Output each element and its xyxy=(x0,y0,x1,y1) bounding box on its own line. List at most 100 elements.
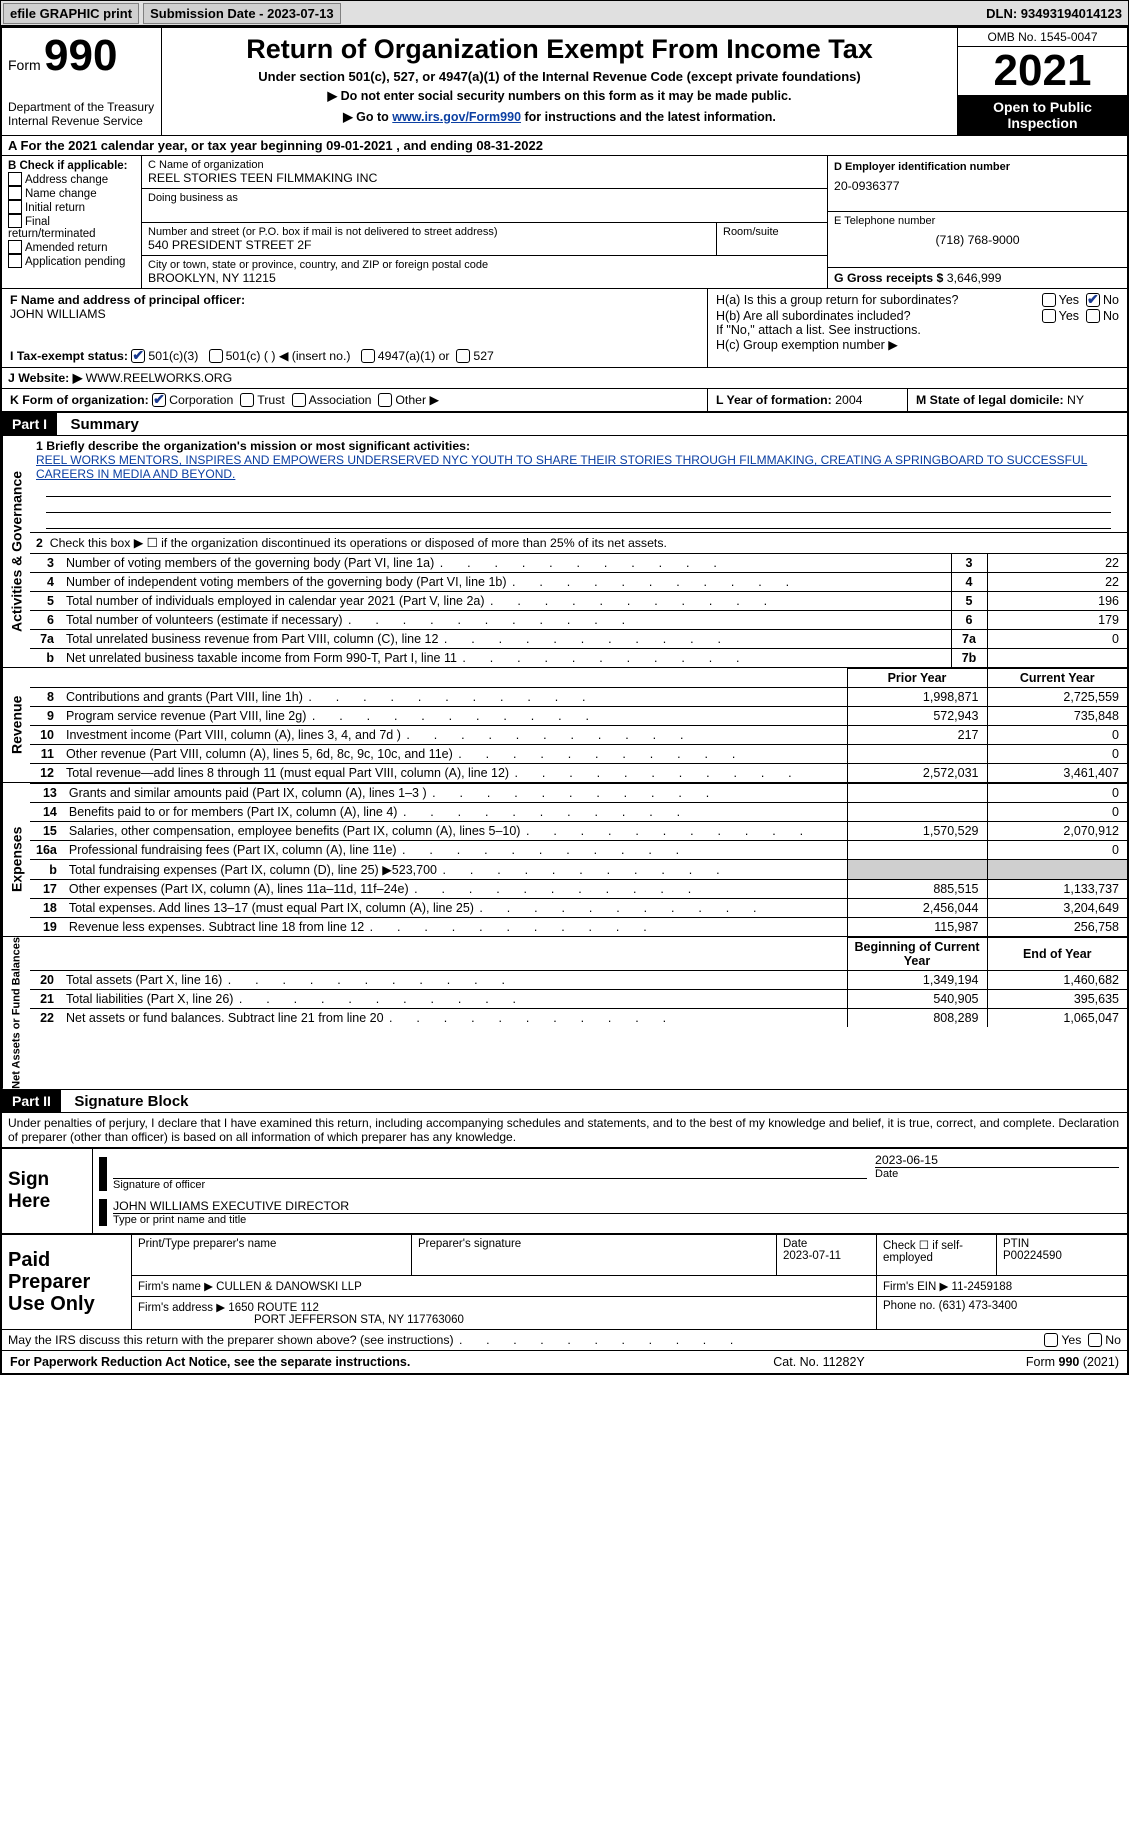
officer-name: JOHN WILLIAMS xyxy=(10,307,699,321)
street-value: 540 PRESIDENT STREET 2F xyxy=(148,238,710,252)
checkbox-icon[interactable] xyxy=(8,200,22,214)
lbl-527: 527 xyxy=(473,349,494,363)
firm-phone-label: Phone no. xyxy=(883,1300,935,1312)
firm-addr1: 1650 ROUTE 112 xyxy=(228,1302,319,1314)
ein-cell: D Employer identification number 20-0936… xyxy=(828,156,1127,212)
col-prior-year: Prior Year xyxy=(847,669,987,688)
section-a: A For the 2021 calendar year, or tax yea… xyxy=(2,136,1127,156)
omb-number: OMB No. 1545-0047 xyxy=(958,28,1127,47)
checkbox-icon[interactable] xyxy=(8,254,22,268)
irs-link[interactable]: www.irs.gov/Form990 xyxy=(392,110,521,124)
ein-label: D Employer identification number xyxy=(834,161,1010,173)
chk-other[interactable] xyxy=(378,393,392,407)
ha-yes[interactable] xyxy=(1042,293,1056,307)
lbl-501c3: 501(c)(3) xyxy=(148,349,198,363)
row-k: K Form of organization: Corporation Trus… xyxy=(2,389,1127,412)
form-title: Return of Organization Exempt From Incom… xyxy=(170,34,949,65)
org-name-cell: C Name of organization REEL STORIES TEEN… xyxy=(142,156,827,189)
table-row: 21Total liabilities (Part X, line 26)540… xyxy=(30,990,1127,1009)
colb-item: Name change xyxy=(8,186,135,200)
city-label: City or town, state or province, country… xyxy=(148,259,821,271)
prep-date: 2023-07-11 xyxy=(783,1250,870,1262)
chk-501c[interactable] xyxy=(209,349,223,363)
sig-date: 2023-06-15 xyxy=(875,1153,1119,1168)
table-row: 17Other expenses (Part IX, column (A), l… xyxy=(30,880,1127,899)
website-row: J Website: ▶ WWW.REELWORKS.ORG xyxy=(2,368,1127,389)
form-header: Form 990 Department of the Treasury Inte… xyxy=(2,28,1127,136)
table-row: 7aTotal unrelated business revenue from … xyxy=(30,630,1127,649)
part2-title: Signature Block xyxy=(64,1093,188,1110)
hb-yes[interactable] xyxy=(1042,309,1056,323)
paid-preparer-label: Paid Preparer Use Only xyxy=(2,1235,132,1329)
table-row: 13Grants and similar amounts paid (Part … xyxy=(30,784,1127,803)
colb-item: Amended return xyxy=(8,240,135,254)
chk-corp[interactable] xyxy=(152,393,166,407)
website-label: J Website: ▶ xyxy=(8,371,82,385)
firm-phone: (631) 473-3400 xyxy=(939,1300,1018,1312)
table-row: 10Investment income (Part VIII, column (… xyxy=(30,726,1127,745)
city-cell: City or town, state or province, country… xyxy=(142,256,827,288)
hb-note: If "No," attach a list. See instructions… xyxy=(716,323,1119,337)
chk-trust[interactable] xyxy=(240,393,254,407)
firm-name-label: Firm's name ▶ xyxy=(138,1281,213,1293)
chk-assoc[interactable] xyxy=(292,393,306,407)
sign-section: Sign Here Signature of officer 2023-06-1… xyxy=(2,1147,1127,1233)
checkbox-icon[interactable] xyxy=(8,240,22,254)
mission-block: 1 Briefly describe the organization's mi… xyxy=(30,436,1127,532)
table-row: 22Net assets or fund balances. Subtract … xyxy=(30,1009,1127,1028)
col-c: C Name of organization REEL STORIES TEEN… xyxy=(142,156,827,288)
colb-item: Final return/terminated xyxy=(8,214,135,240)
m-label: M State of legal domicile: xyxy=(916,393,1064,407)
ein-value: 20-0936377 xyxy=(834,179,1121,193)
table-row: 8Contributions and grants (Part VIII, li… xyxy=(30,688,1127,707)
table-row: 4Number of independent voting members of… xyxy=(30,573,1127,592)
checkbox-icon[interactable] xyxy=(8,214,22,228)
title-block: Return of Organization Exempt From Incom… xyxy=(162,28,957,135)
discuss-no[interactable] xyxy=(1088,1333,1102,1347)
table-row: 16aProfessional fundraising fees (Part I… xyxy=(30,841,1127,860)
expenses-section: Expenses 13Grants and similar amounts pa… xyxy=(2,782,1127,936)
efile-print-button[interactable]: efile GRAPHIC print xyxy=(3,3,139,24)
lbl-4947: 4947(a)(1) or xyxy=(378,349,450,363)
firm-name: CULLEN & DANOWSKI LLP xyxy=(216,1281,362,1293)
checkbox-icon[interactable] xyxy=(8,186,22,200)
prep-date-label: Date xyxy=(783,1238,870,1250)
org-name: REEL STORIES TEEN FILMMAKING INC xyxy=(148,171,821,185)
lbl-501c: 501(c) ( ) ◀ (insert no.) xyxy=(226,349,351,363)
table-row: 12Total revenue—add lines 8 through 11 (… xyxy=(30,764,1127,783)
revenue-table: Prior Year Current Year 8Contributions a… xyxy=(30,668,1127,782)
ha-no[interactable] xyxy=(1086,293,1100,307)
hb-no[interactable] xyxy=(1086,309,1100,323)
dba-cell: Doing business as xyxy=(142,189,827,223)
tel-cell: E Telephone number (718) 768-9000 xyxy=(828,212,1127,268)
room-label: Room/suite xyxy=(723,226,821,238)
netassets-table: Beginning of Current Year End of Year 20… xyxy=(30,937,1127,1027)
officer-printed: JOHN WILLIAMS EXECUTIVE DIRECTOR xyxy=(113,1199,1127,1214)
firm-addr-label: Firm's address ▶ xyxy=(138,1302,225,1314)
colb-item: Address change xyxy=(8,172,135,186)
chk-527[interactable] xyxy=(456,349,470,363)
form-note1: ▶ Do not enter social security numbers o… xyxy=(170,88,949,103)
checkbox-icon[interactable] xyxy=(8,172,22,186)
declaration-text: Under penalties of perjury, I declare th… xyxy=(2,1113,1127,1147)
table-row: 20Total assets (Part X, line 16)1,349,19… xyxy=(30,971,1127,990)
chk-4947[interactable] xyxy=(361,349,375,363)
expenses-table: 13Grants and similar amounts paid (Part … xyxy=(30,783,1127,936)
discuss-yes[interactable] xyxy=(1044,1333,1058,1347)
part1-title: Summary xyxy=(60,416,138,433)
side-netassets: Net Assets or Fund Balances xyxy=(2,937,30,1089)
prep-name-label: Print/Type preparer's name xyxy=(138,1238,405,1250)
chk-501c3[interactable] xyxy=(131,349,145,363)
footer-cat: Cat. No. 11282Y xyxy=(719,1355,919,1369)
tel-label: E Telephone number xyxy=(834,215,1121,227)
preparer-section: Paid Preparer Use Only Print/Type prepar… xyxy=(2,1233,1127,1330)
ha-label: H(a) Is this a group return for subordin… xyxy=(716,293,1042,307)
submission-date: Submission Date - 2023-07-13 xyxy=(143,3,341,24)
activities-section: Activities & Governance 1 Briefly descri… xyxy=(2,436,1127,667)
table-row: bNet unrelated business taxable income f… xyxy=(30,649,1127,668)
dln-label: DLN: 93493194014123 xyxy=(980,6,1128,21)
hc-label: H(c) Group exemption number ▶ xyxy=(716,337,1119,352)
l-label: L Year of formation: xyxy=(716,393,832,407)
table-row: bTotal fundraising expenses (Part IX, co… xyxy=(30,860,1127,880)
officer-label: F Name and address of principal officer: xyxy=(10,293,245,307)
